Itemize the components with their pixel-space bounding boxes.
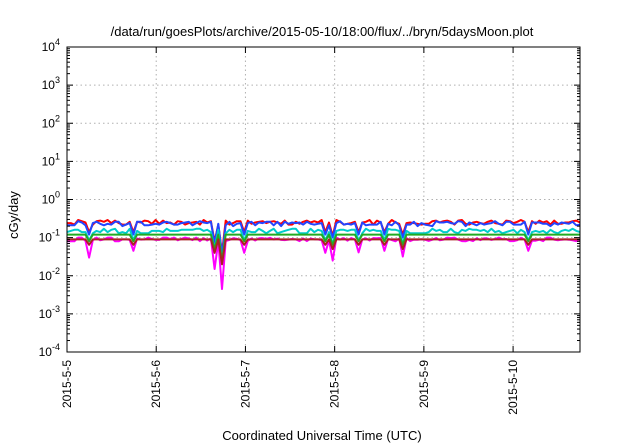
- x-tick-label: 2015-5-9: [417, 360, 431, 408]
- y-tick-label: 10-1: [39, 228, 60, 245]
- y-tick-label: 10-4: [39, 342, 60, 359]
- y-tick-label: 101: [42, 151, 60, 168]
- y-axis-label: cGy/day: [6, 191, 21, 239]
- x-tick-label: 2015-5-8: [328, 360, 342, 408]
- series-line: [67, 227, 580, 262]
- y-tick-label: 10-2: [39, 266, 60, 283]
- tick-layer: 10-4 10-3 10-2 10-1 100 101 102 103 104 2015-5-5 2…: [39, 37, 580, 415]
- chart-title: /data/run/goesPlots/archive/2015-05-10/1…: [111, 24, 534, 39]
- series-layer: [67, 219, 580, 290]
- y-tick-label: 104: [42, 37, 60, 54]
- series-line: [67, 236, 580, 290]
- y-tick-label: 102: [42, 113, 60, 130]
- series-line: [67, 220, 580, 256]
- series-line: [67, 233, 580, 262]
- series-line: [67, 238, 580, 266]
- x-axis-label: Coordinated Universal Time (UTC): [222, 428, 421, 443]
- y-tick-label: 10-3: [39, 304, 60, 321]
- x-tick-label: 2015-5-7: [238, 360, 252, 408]
- x-tick-label: 2015-5-5: [60, 360, 74, 408]
- grid: [67, 47, 580, 352]
- y-tick-label: 100: [42, 190, 60, 207]
- x-tick-label: 2015-5-10: [506, 360, 520, 415]
- x-tick-label: 2015-5-6: [149, 360, 163, 408]
- y-tick-label: 103: [42, 75, 60, 92]
